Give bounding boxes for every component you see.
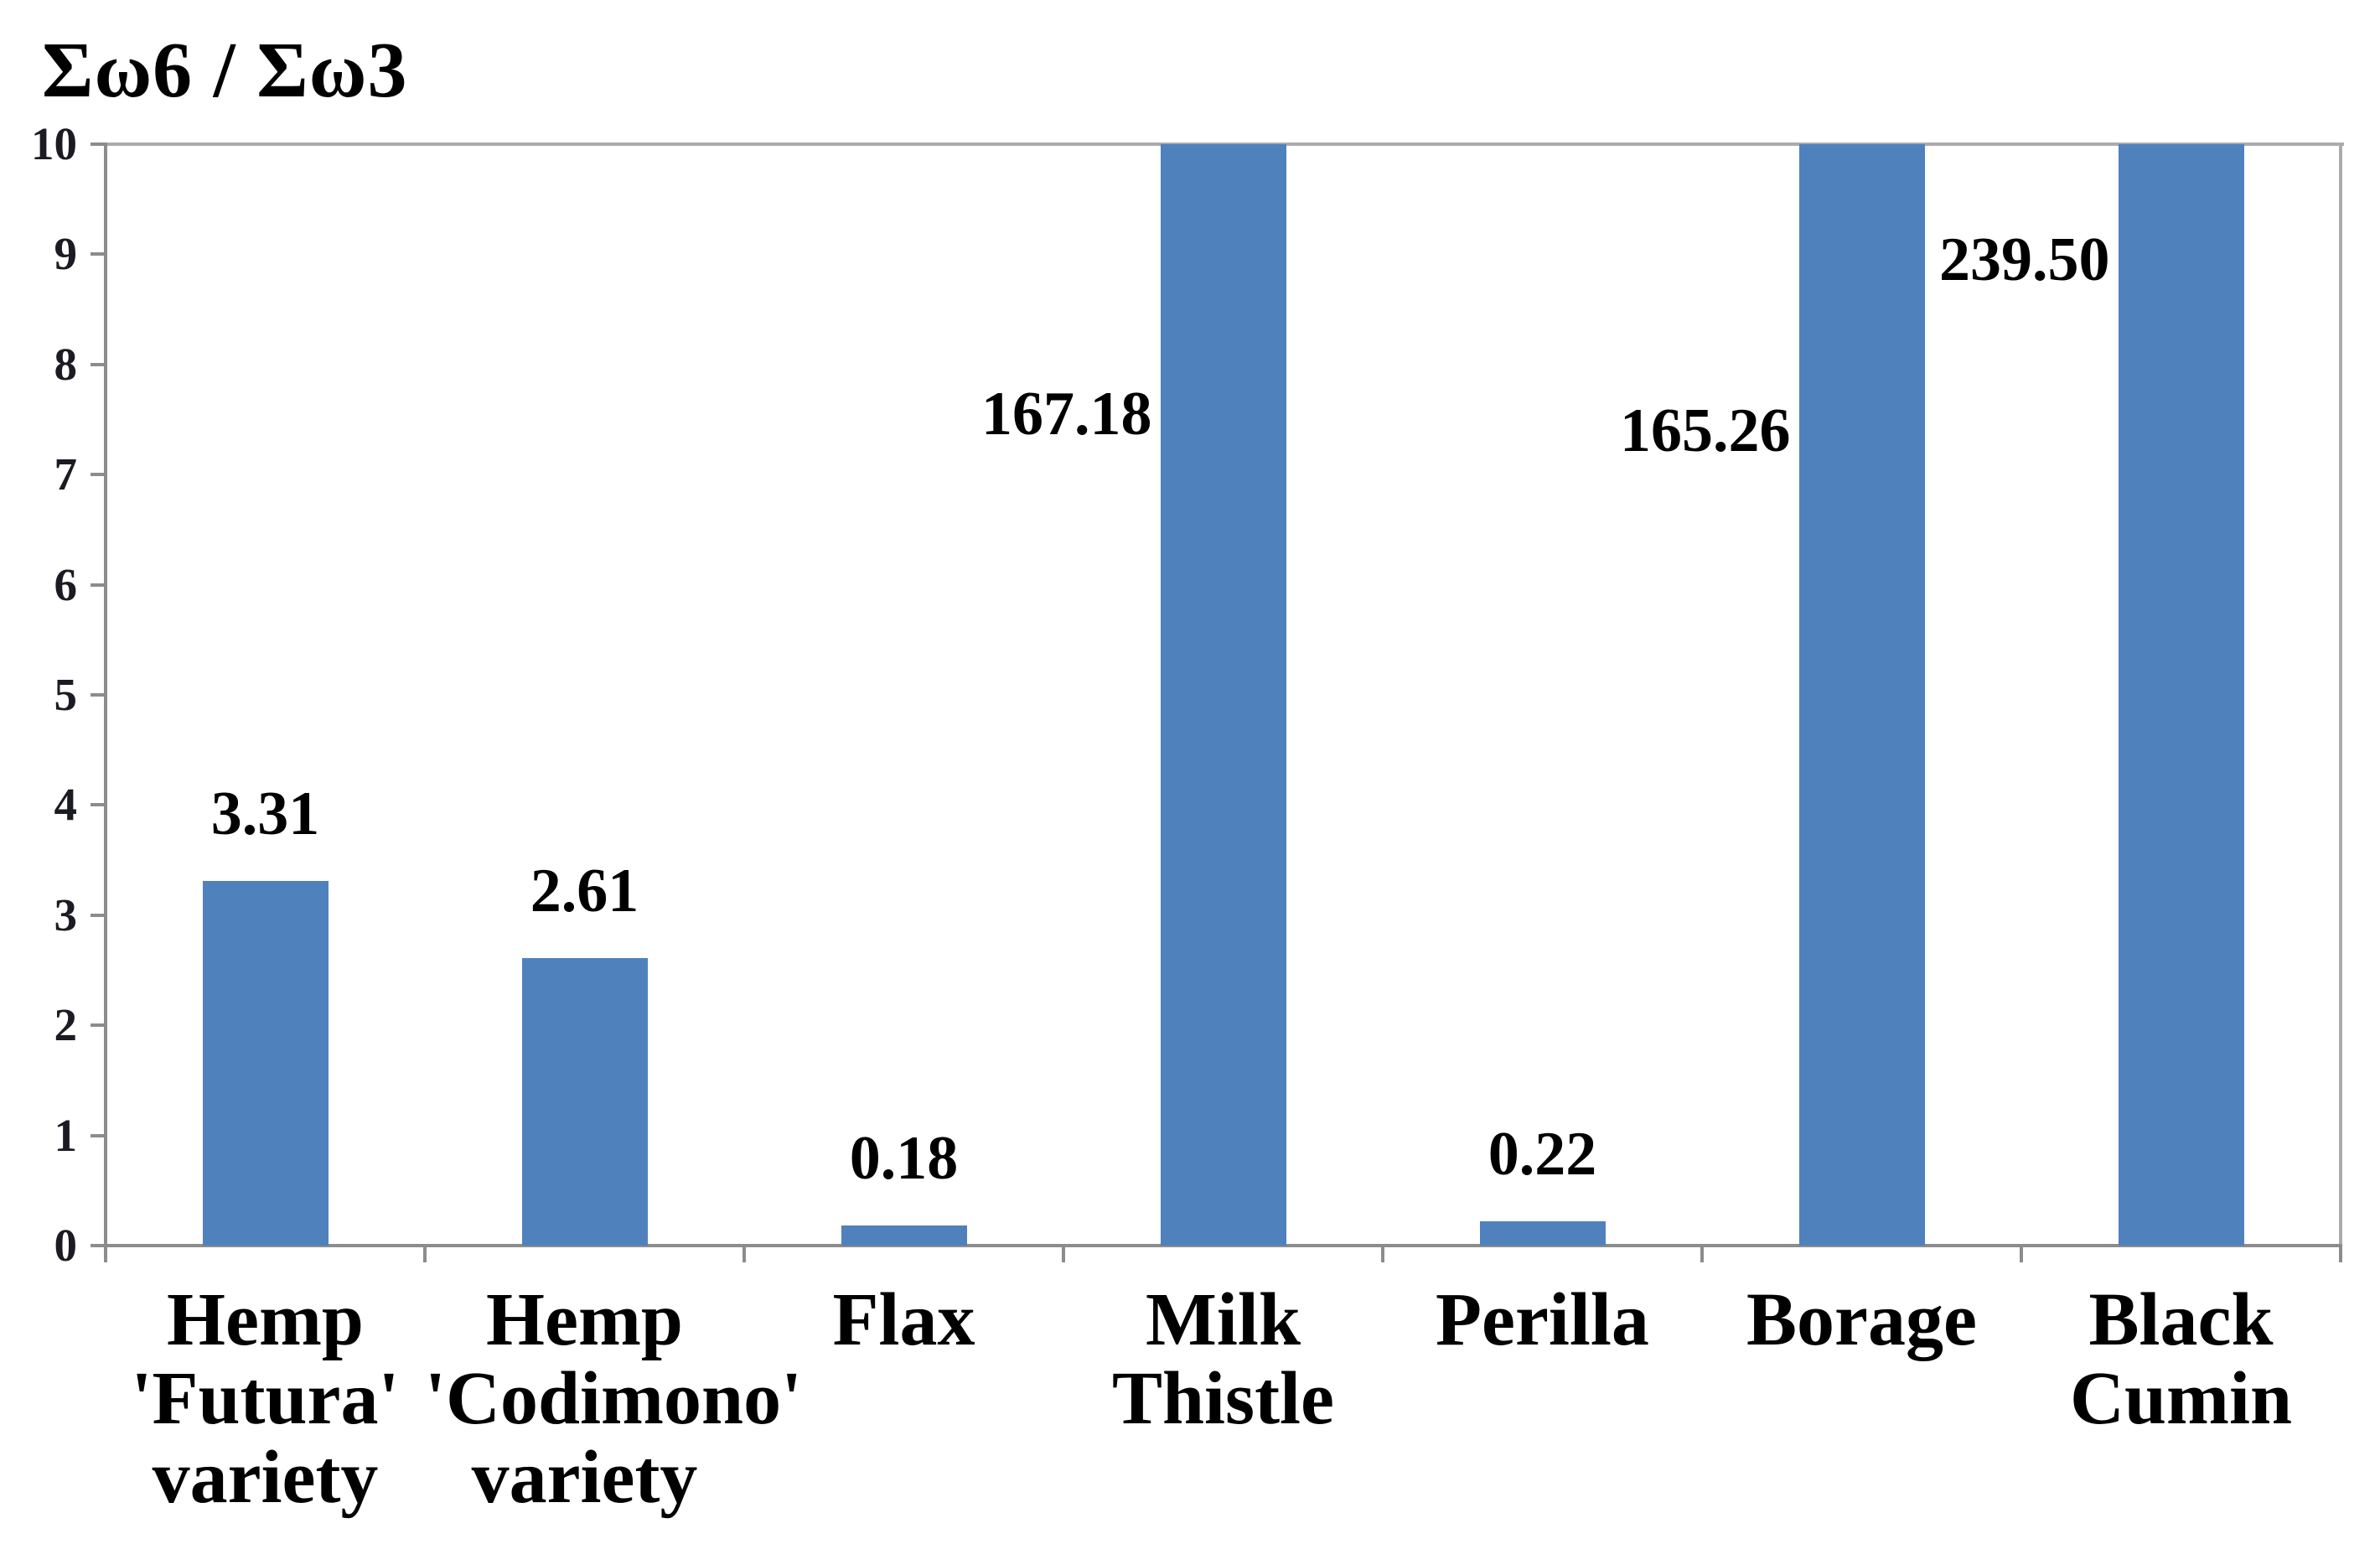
bar [1479,1221,1606,1246]
bar-value-label: 2.61 [530,857,639,926]
y-tick-label: 10 [31,118,77,169]
x-tick-mark [742,1246,746,1262]
y-tick-label: 9 [54,228,78,280]
category-label-line: Black [2088,1278,2274,1361]
category-label: Borage [1702,1281,2021,1360]
bar [2118,144,2244,1246]
category-label: Milk Thistle [1063,1281,1383,1438]
bar [521,958,648,1246]
bar [202,881,329,1246]
y-tick-mark [91,252,106,256]
y-tick-label: 1 [54,1109,78,1161]
y-tick-label: 0 [54,1220,78,1271]
y-tick-label: 4 [54,779,78,831]
category-label: Flax [744,1281,1063,1360]
bar [841,1225,967,1246]
plot-right-border [2339,142,2342,1247]
category-label: Hemp 'Futura' variety [106,1281,425,1517]
category-label-line: 'Codimono' [425,1357,803,1440]
category-label-line: 'Futura' [131,1357,400,1440]
x-tick-mark [1062,1246,1065,1262]
y-axis-line [104,142,107,1247]
y-tick-mark [91,362,106,366]
category-label-line: Borage [1746,1278,1977,1361]
bar-value-label: 165.26 [1620,396,1791,465]
y-tick-mark [91,803,106,807]
bar-value-label: 0.22 [1488,1120,1597,1189]
y-tick-label: 3 [54,889,78,940]
category-label: Perilla [1383,1281,1702,1360]
y-tick-label: 8 [54,338,78,390]
x-tick-mark [1700,1246,1704,1262]
y-tick-mark [91,583,106,587]
category-label-line: Thistle [1111,1357,1335,1440]
y-tick-mark [91,1244,106,1247]
bar-value-label: 3.31 [210,780,320,849]
y-tick-mark [91,693,106,697]
category-label-line: Flax [832,1278,975,1361]
y-tick-label: 7 [54,448,78,500]
category-label-line: variety [152,1436,379,1519]
x-tick-mark [2020,1246,2023,1262]
y-tick-mark [91,1133,106,1137]
x-tick-mark [1381,1246,1384,1262]
y-tick-label: 6 [54,558,78,610]
y-tick-mark [91,142,106,146]
bar-value-label: 239.50 [1939,225,2110,294]
x-tick-mark [2339,1246,2342,1262]
x-tick-mark [423,1246,427,1262]
y-axis-title: Σω6 / Σω3 [42,27,408,114]
bar-value-label: 0.18 [849,1124,959,1194]
y-tick-label: 2 [54,999,78,1051]
y-tick-label: 5 [54,669,78,720]
category-label-line: Hemp [167,1278,364,1361]
bar-value-label: 167.18 [981,379,1152,448]
x-axis-line [91,1244,2342,1247]
category-label-line: Milk [1145,1278,1301,1361]
x-tick-mark [104,1246,107,1262]
category-label: Black Cumin [2021,1281,2341,1438]
category-label-line: Cumin [2069,1357,2293,1440]
y-tick-mark [91,913,106,917]
bar [1160,144,1286,1246]
category-label-line: Perilla [1436,1278,1649,1361]
y-tick-mark [91,1023,106,1028]
bar [1798,144,1925,1246]
category-label-line: variety [471,1436,698,1519]
category-label: Hemp 'Codimono' variety [425,1278,803,1519]
y-tick-mark [91,473,106,477]
category-label-line: Hemp [486,1278,683,1361]
